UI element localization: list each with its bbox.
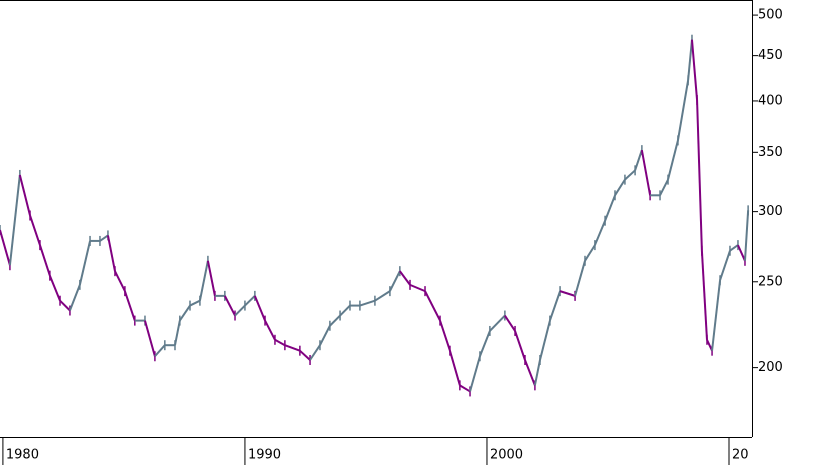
price-segment xyxy=(253,295,266,321)
price-segment xyxy=(690,39,699,101)
price-segment xyxy=(174,320,181,346)
price-segment xyxy=(18,174,31,216)
price-segment xyxy=(634,149,643,171)
price-segment xyxy=(299,349,311,361)
price-segment xyxy=(719,250,731,281)
price-segment xyxy=(706,339,713,352)
price-segment xyxy=(479,330,491,357)
price-segment xyxy=(696,99,703,251)
x-tick-label: 2000 xyxy=(490,448,523,463)
price-segment xyxy=(676,80,690,141)
y-tick-label: 450 xyxy=(758,48,783,63)
price-segment xyxy=(223,295,236,316)
price-segment xyxy=(604,194,616,222)
price-segment xyxy=(48,275,61,302)
y-tick-label: 500 xyxy=(758,8,783,23)
price-segment xyxy=(614,179,626,196)
price-segment xyxy=(374,290,391,302)
y-tick-label: 350 xyxy=(758,145,783,160)
price-segment xyxy=(559,290,576,297)
price-segment xyxy=(264,320,276,341)
price-segment xyxy=(389,270,401,292)
price-segment xyxy=(329,314,341,327)
price-segment xyxy=(514,330,526,361)
price-segment xyxy=(424,290,441,322)
price-segment xyxy=(123,290,136,321)
price-segment xyxy=(189,299,201,307)
x-tick-label: 1990 xyxy=(248,448,281,463)
price-segment xyxy=(274,338,286,347)
price-segment xyxy=(687,39,693,81)
x-tick-label: 1980 xyxy=(6,448,39,463)
price-segment xyxy=(359,299,376,307)
price-segment xyxy=(206,260,216,297)
price-segment xyxy=(584,244,596,262)
price-segment xyxy=(574,260,586,297)
price-segment xyxy=(729,244,739,252)
price-segment xyxy=(548,290,562,321)
price-segment xyxy=(539,320,551,361)
price-segment xyxy=(154,344,166,357)
price-segment xyxy=(38,244,51,276)
price-segment xyxy=(319,325,331,346)
y-tick-label: 250 xyxy=(758,274,783,289)
price-segment xyxy=(198,260,209,301)
price-segment xyxy=(399,270,411,286)
price-segment xyxy=(700,250,708,340)
price-segment xyxy=(459,384,471,393)
price-segment xyxy=(667,140,679,180)
price-segment xyxy=(737,244,746,262)
price-segment xyxy=(339,304,351,317)
price-segment xyxy=(743,210,750,261)
price-segment xyxy=(144,320,156,357)
price-segment xyxy=(640,149,652,196)
price-segment xyxy=(711,280,722,351)
price-segment xyxy=(448,350,461,386)
price-segment xyxy=(489,314,506,332)
price-segment xyxy=(624,169,636,181)
price-segment xyxy=(409,283,426,293)
price-segment xyxy=(234,304,246,317)
price-segment xyxy=(284,344,301,352)
price-segment xyxy=(309,344,321,361)
price-segment xyxy=(593,220,607,246)
price-segment xyxy=(114,270,126,292)
price-segment xyxy=(469,355,481,392)
price-segment xyxy=(524,359,536,386)
price-segment xyxy=(78,240,92,286)
price-segment xyxy=(179,305,191,322)
price-segment xyxy=(59,299,71,312)
x-tick-label: 20 xyxy=(732,448,749,463)
price-segment xyxy=(533,359,541,386)
price-segment xyxy=(8,174,21,266)
price-segment xyxy=(244,295,256,307)
y-tick-label: 400 xyxy=(758,93,783,108)
price-segment xyxy=(99,234,109,242)
price-segment xyxy=(504,314,516,332)
y-tick-label: 300 xyxy=(758,204,783,219)
price-segment xyxy=(439,320,451,352)
price-segment xyxy=(0,229,11,266)
price-segment xyxy=(106,235,116,272)
price-segment xyxy=(659,179,669,196)
y-tick-label: 200 xyxy=(758,360,783,375)
price-segment xyxy=(69,284,81,311)
price-segment xyxy=(29,215,41,246)
